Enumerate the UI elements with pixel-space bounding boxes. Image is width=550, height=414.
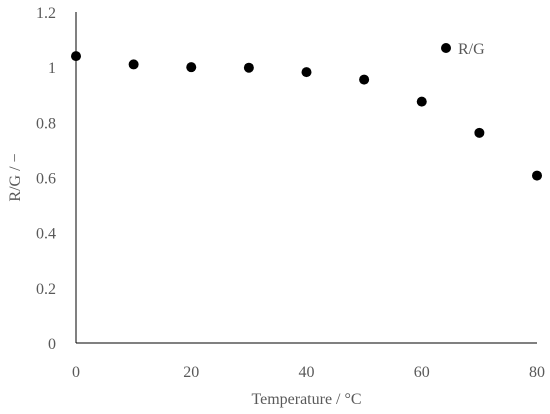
data-point	[301, 67, 312, 78]
x-tick-label: 60	[414, 364, 430, 381]
data-point	[243, 62, 254, 73]
y-tick-label: 1	[48, 60, 56, 77]
y-tick-label: 0.8	[36, 115, 56, 132]
legend: R/G	[441, 41, 485, 58]
data-point	[416, 96, 427, 107]
x-tick-label: 0	[72, 364, 80, 381]
x-tick-label: 80	[529, 364, 545, 381]
y-tick-labels: 0 0.2 0.4 0.6 0.8 1 1.2	[36, 5, 56, 353]
data-point	[474, 127, 485, 138]
x-axis-title: Temperature / °C	[251, 391, 361, 408]
data-point	[128, 59, 139, 70]
y-tick-label: 0	[48, 336, 56, 353]
x-tick-labels: 0 20 40 60 80	[72, 364, 545, 381]
data-point	[71, 51, 81, 62]
data-points	[71, 51, 542, 181]
y-tick-label: 0.2	[36, 281, 56, 298]
x-tick-label: 40	[299, 364, 315, 381]
y-tick-label: 1.2	[36, 5, 56, 22]
data-point	[532, 170, 542, 181]
legend-marker	[441, 43, 451, 53]
legend-label: R/G	[458, 41, 485, 58]
data-point	[186, 62, 197, 73]
y-axis-title: R/G / −	[7, 153, 24, 201]
y-tick-label: 0.6	[36, 171, 56, 188]
x-tick-label: 20	[183, 364, 199, 381]
plot-area	[75, 12, 537, 344]
y-tick-label: 0.4	[36, 226, 56, 243]
data-point	[359, 74, 370, 85]
